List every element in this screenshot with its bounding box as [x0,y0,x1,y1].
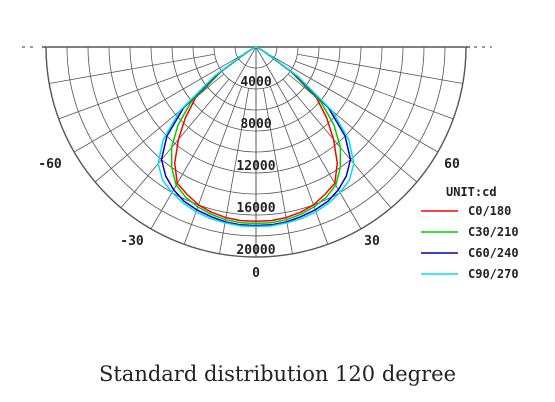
grid-spoke [262,88,293,254]
grid-spoke [287,73,418,183]
angle-label: -60 [38,157,62,172]
grid-spoke [49,53,215,84]
legend-label: C0/180 [468,204,511,218]
grid-spoke [297,53,463,84]
radial-tick-label: 16000 [236,201,275,216]
radial-tick-label: 4000 [240,75,271,90]
grid-spoke [94,73,225,183]
chart-caption: Standard distribution 120 degree [98,362,457,386]
grid-spoke [295,60,454,120]
radial-tick-label: 8000 [240,117,271,132]
radial-tick-label: 12000 [236,159,275,174]
grid-spoke [269,86,329,245]
legend-label: C30/210 [468,225,519,239]
polar-light-distribution-chart: 4000 8000 12000 16000 20000 -60 -30 0 30 60 UNIT:… [22,46,519,281]
legend-unit-label: UNIT:cd [446,185,497,199]
grid-spoke [255,46,439,153]
grid-spoke [183,86,243,245]
grid-spoke [282,78,392,209]
legend: UNIT:cd C0/180 C30/210 C60/240 C90/270 [421,185,519,281]
grid-spoke [58,60,217,120]
grid-spoke [150,46,257,230]
axis-labels: 4000 8000 12000 16000 20000 -60 -30 0 30 60 [38,75,460,281]
angle-label: 60 [444,157,460,172]
curve-c30-210 [170,46,342,225]
curve-c90-270 [157,46,355,228]
intensity-curves [157,46,355,228]
curve-c60-240 [160,46,352,227]
legend-label: C60/240 [468,246,519,260]
legend-label: C90/270 [468,267,519,281]
grid-spoke [120,78,230,209]
angle-label: 0 [252,266,260,281]
curve-c0-180 [173,46,339,223]
angle-label: 30 [364,234,380,249]
grid-spoke [219,88,250,254]
grid-spoke [255,46,362,230]
grid-spoke [73,46,257,153]
radial-tick-label: 20000 [236,243,275,258]
polar-grid [22,46,492,258]
angle-label: -30 [120,234,144,249]
